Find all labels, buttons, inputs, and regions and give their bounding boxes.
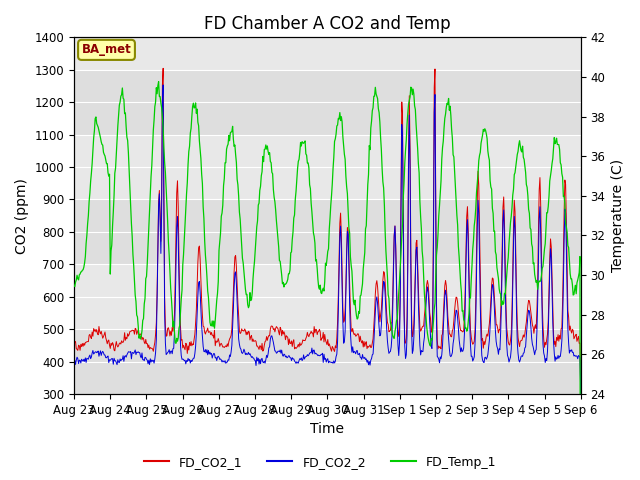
Text: BA_met: BA_met	[82, 43, 131, 56]
Y-axis label: CO2 (ppm): CO2 (ppm)	[15, 178, 29, 253]
Bar	[74, 199, 580, 264]
Y-axis label: Temperature (C): Temperature (C)	[611, 159, 625, 272]
Title: FD Chamber A CO2 and Temp: FD Chamber A CO2 and Temp	[204, 15, 451, 33]
Bar	[74, 329, 580, 394]
X-axis label: Time: Time	[310, 422, 344, 436]
Legend: FD_CO2_1, FD_CO2_2, FD_Temp_1: FD_CO2_1, FD_CO2_2, FD_Temp_1	[139, 451, 501, 474]
Bar	[74, 70, 580, 134]
